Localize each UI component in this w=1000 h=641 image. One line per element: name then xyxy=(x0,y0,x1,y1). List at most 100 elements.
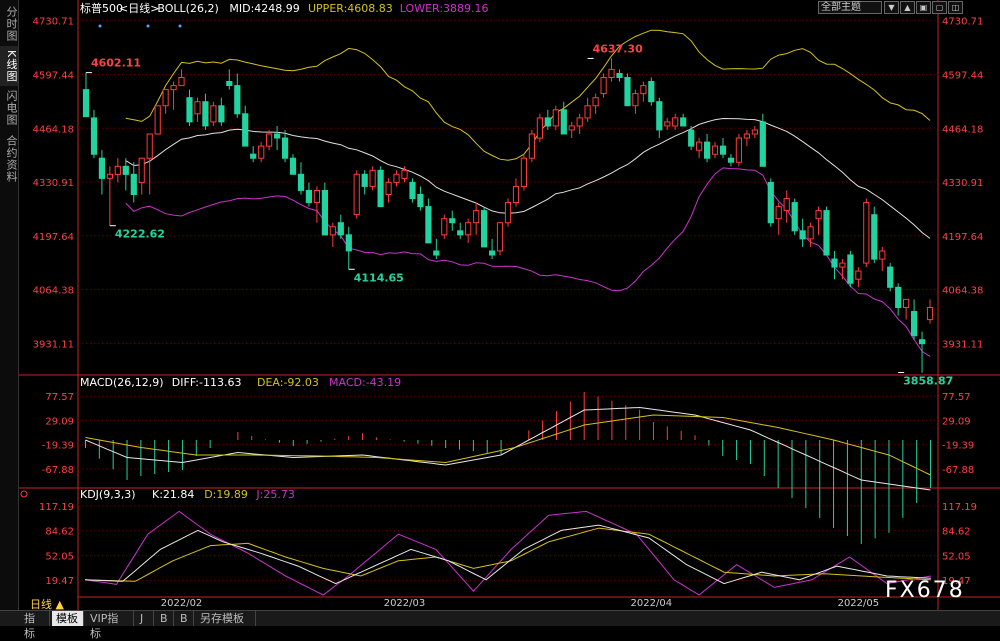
candle[interactable] xyxy=(250,153,257,159)
candle[interactable] xyxy=(592,97,599,107)
tab-kline[interactable]: K线图 xyxy=(0,46,18,86)
candle[interactable] xyxy=(409,181,416,199)
toolbar-button[interactable]: ▢ xyxy=(932,1,947,14)
candle[interactable] xyxy=(919,339,926,345)
candle[interactable] xyxy=(305,190,312,204)
candle[interactable] xyxy=(863,202,870,264)
candle[interactable] xyxy=(496,222,504,252)
candle[interactable] xyxy=(98,157,106,179)
candle[interactable] xyxy=(576,117,583,127)
candle[interactable] xyxy=(138,157,145,183)
candle[interactable] xyxy=(465,222,472,236)
candle[interactable] xyxy=(170,85,177,91)
candle[interactable] xyxy=(791,202,798,232)
candle[interactable] xyxy=(481,210,488,248)
candle[interactable] xyxy=(297,173,305,191)
candle[interactable] xyxy=(719,145,727,155)
candle[interactable] xyxy=(433,250,440,256)
candle[interactable] xyxy=(242,113,249,147)
candle[interactable] xyxy=(202,101,209,127)
candle[interactable] xyxy=(616,73,623,78)
candle[interactable] xyxy=(847,254,854,284)
candle[interactable] xyxy=(656,101,663,131)
candle[interactable] xyxy=(321,190,328,236)
candle[interactable] xyxy=(632,93,639,107)
candle[interactable] xyxy=(711,145,719,155)
candle[interactable] xyxy=(234,85,241,115)
bottom-tab-save-template[interactable]: 另存模板 xyxy=(196,611,256,626)
bottom-tab-b1[interactable]: B xyxy=(156,611,174,626)
candle[interactable] xyxy=(393,173,400,183)
candle[interactable] xyxy=(664,121,671,127)
candle[interactable] xyxy=(329,226,336,236)
candle[interactable] xyxy=(831,258,838,268)
bottom-tab-b2[interactable]: B xyxy=(176,611,194,626)
candle[interactable] xyxy=(130,173,137,196)
candle[interactable] xyxy=(313,190,320,204)
period-selector[interactable]: 日线 ▲ xyxy=(30,596,64,612)
candle[interactable] xyxy=(377,169,384,208)
candle[interactable] xyxy=(688,129,695,147)
tab-contract-info[interactable]: 合约资料 xyxy=(5,135,18,183)
candle[interactable] xyxy=(536,117,543,139)
candle[interactable] xyxy=(457,230,464,236)
candle[interactable] xyxy=(815,210,822,220)
candle[interactable] xyxy=(441,218,448,236)
candle[interactable] xyxy=(584,105,591,119)
candle[interactable] xyxy=(218,105,225,123)
macd-panel[interactable] xyxy=(84,392,932,544)
tab-timeshare[interactable]: 分时图 xyxy=(5,6,18,42)
candle[interactable] xyxy=(568,125,575,131)
candle[interactable] xyxy=(178,77,185,87)
candle[interactable] xyxy=(154,105,161,135)
candle[interactable] xyxy=(289,157,297,175)
candle[interactable] xyxy=(600,77,607,95)
bottom-tab-indicator[interactable]: 指标 xyxy=(20,611,50,640)
candle[interactable] xyxy=(608,68,615,79)
candle[interactable] xyxy=(871,214,878,260)
candle[interactable] xyxy=(90,117,98,155)
candle[interactable] xyxy=(82,89,90,118)
candlestick-panel[interactable] xyxy=(82,24,934,373)
candle[interactable] xyxy=(696,141,703,151)
candle[interactable] xyxy=(680,117,687,127)
candle[interactable] xyxy=(887,266,894,288)
toolbar-button[interactable]: ▲ xyxy=(900,1,915,14)
candle[interactable] xyxy=(385,181,392,195)
candle[interactable] xyxy=(186,97,193,123)
candle[interactable] xyxy=(560,109,567,135)
candle[interactable] xyxy=(767,181,774,224)
candle[interactable] xyxy=(226,81,233,86)
candle[interactable] xyxy=(106,173,114,179)
candle[interactable] xyxy=(751,129,758,135)
bottom-tab-template[interactable]: 模板 xyxy=(52,611,84,626)
candle[interactable] xyxy=(672,117,679,127)
candle[interactable] xyxy=(489,250,496,256)
candle[interactable] xyxy=(624,77,631,107)
kdj-panel[interactable] xyxy=(20,490,931,596)
kdj-settings-icon[interactable] xyxy=(20,490,28,498)
candle[interactable] xyxy=(895,286,902,308)
candle[interactable] xyxy=(520,157,527,187)
candle[interactable] xyxy=(361,173,368,187)
candle[interactable] xyxy=(146,133,153,159)
toolbar-button[interactable]: ▣ xyxy=(916,1,931,14)
tab-flash[interactable]: 闪电图 xyxy=(5,90,18,126)
candle[interactable] xyxy=(552,109,559,127)
bottom-tab-j[interactable]: J xyxy=(136,611,154,626)
candle[interactable] xyxy=(759,121,766,167)
candle[interactable] xyxy=(855,270,862,280)
candle[interactable] xyxy=(926,307,934,321)
candle[interactable] xyxy=(473,210,480,224)
candle[interactable] xyxy=(114,165,121,175)
candle[interactable] xyxy=(504,202,512,224)
candle[interactable] xyxy=(743,133,750,139)
candle[interactable] xyxy=(911,311,918,337)
candle[interactable] xyxy=(337,222,344,236)
candle[interactable] xyxy=(274,133,281,139)
candle[interactable] xyxy=(425,206,432,244)
candle[interactable] xyxy=(640,85,647,95)
candle[interactable] xyxy=(528,133,535,159)
preset-select[interactable]: 全部主题 xyxy=(818,1,882,14)
candle[interactable] xyxy=(903,298,910,308)
